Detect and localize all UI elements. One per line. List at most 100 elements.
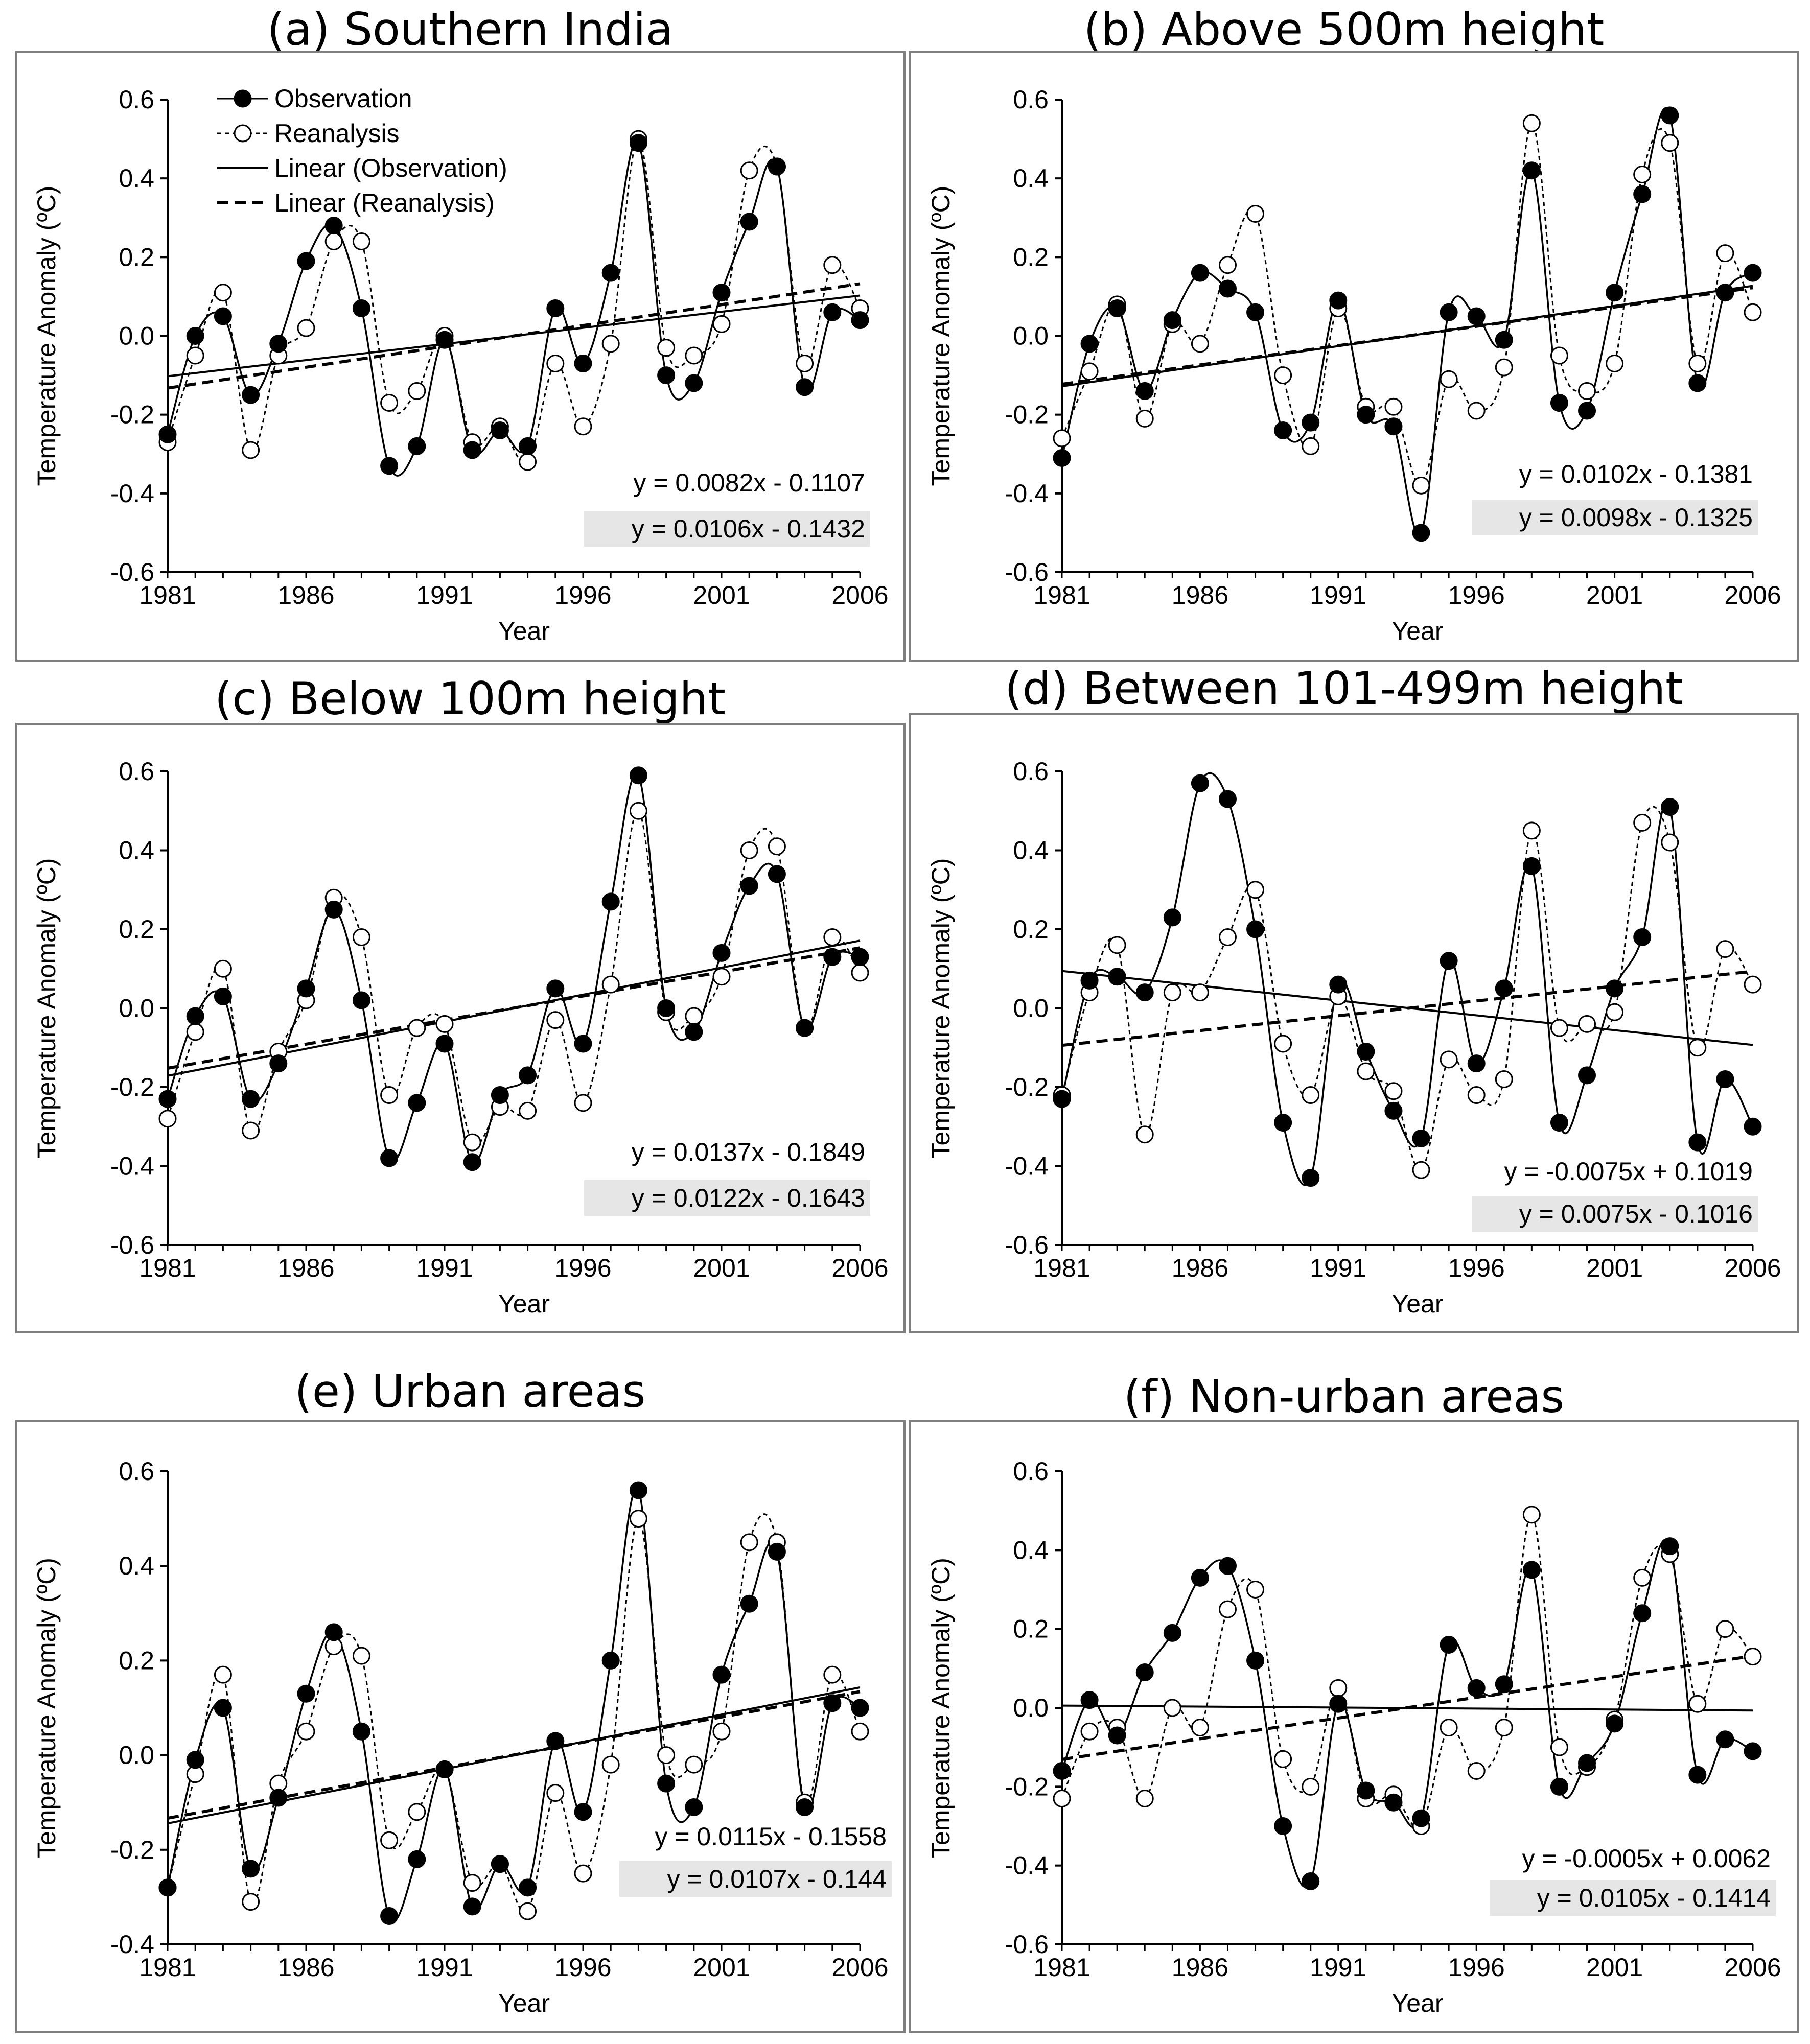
observation-point: [242, 1860, 260, 1878]
y-tick-label: 0.2: [1013, 243, 1049, 271]
reanalysis-point: [1440, 1719, 1458, 1737]
y-tick-label: 0.6: [119, 757, 154, 786]
reanalysis-point: [1135, 1125, 1154, 1144]
observation-point: [463, 441, 481, 459]
x-tick-label: 2006: [831, 1953, 888, 1982]
y-tick-label: 0.0: [119, 1741, 154, 1770]
reanalysis-point: [408, 1019, 426, 1037]
observation-point: [1550, 394, 1568, 412]
reanalysis-point: [214, 284, 232, 302]
y-tick-label: 0.4: [1013, 836, 1049, 865]
reanalysis-point: [1163, 983, 1181, 1002]
observation-point: [1440, 303, 1458, 321]
y-axis-label: Temperature Anomaly (ºC): [32, 1558, 61, 1858]
reanalysis-point: [601, 335, 620, 353]
observation-point: [269, 1054, 288, 1073]
reanalysis-point: [1274, 1750, 1292, 1768]
y-tick-label: -0.2: [110, 1073, 154, 1101]
reanalysis-point: [1522, 821, 1541, 840]
y-tick-label: -0.6: [1005, 1231, 1049, 1259]
y-tick-label: 0.2: [1013, 1615, 1049, 1643]
observation-point: [685, 1023, 703, 1041]
reanalysis-point: [1218, 1600, 1237, 1618]
observation-point: [1744, 264, 1762, 282]
observation-point: [269, 335, 288, 353]
panel-e-title: (e) Urban areas: [294, 1365, 646, 1418]
x-axis-label: Year: [1391, 1989, 1443, 2017]
y-tick-label: 0.0: [1013, 1694, 1049, 1722]
observation-point: [297, 979, 315, 998]
observation-point: [1274, 1817, 1292, 1835]
reanalysis-point: [796, 354, 814, 372]
observation-point: [1329, 975, 1348, 994]
reanalysis-point: [712, 315, 731, 333]
observation-point: [1578, 1754, 1596, 1772]
observation-point: [1108, 299, 1126, 318]
reanalysis-point: [1274, 1035, 1292, 1053]
observation-point: [601, 264, 620, 282]
observation-point: [601, 892, 620, 911]
x-tick-label: 1996: [554, 1953, 611, 1982]
x-tick-label: 2001: [1586, 1254, 1643, 1282]
observation-point: [380, 1149, 399, 1167]
reanalysis-point: [1218, 928, 1237, 946]
observation-point: [546, 299, 565, 318]
legend-label: Reanalysis: [274, 119, 400, 148]
y-tick-label: 0.4: [1013, 164, 1049, 193]
observation-point: [796, 1019, 814, 1037]
observation-point: [352, 299, 370, 318]
observation-point: [242, 386, 260, 404]
reanalysis-point: [601, 1755, 620, 1774]
reanalysis-point: [629, 1510, 647, 1528]
reanalysis-point: [214, 959, 232, 978]
reanalysis-point: [1191, 1719, 1209, 1737]
observation-point: [269, 1789, 288, 1807]
reanalysis-point: [1302, 437, 1320, 455]
observation-point: [1578, 402, 1596, 420]
observation-point: [851, 948, 869, 966]
observation-point: [491, 421, 509, 439]
legend-label: Linear (Reanalysis): [274, 189, 495, 217]
observation-point: [768, 157, 786, 176]
reanalysis-point: [1440, 1050, 1458, 1069]
observation-point: [1495, 1675, 1513, 1694]
reanalysis-point: [1246, 881, 1265, 899]
reanalysis-point: [1744, 303, 1762, 321]
observation-point: [408, 1094, 426, 1112]
observation-point: [1661, 798, 1679, 816]
reanalysis-point: [1384, 397, 1403, 416]
observation-point: [1467, 307, 1486, 325]
reanalysis-point: [1633, 813, 1652, 832]
panel-d-plot: -0.6 -0.4 -0.2 0.0 0.2 0.4 0.6 1981 1986 1991 1996…: [926, 757, 1781, 1318]
y-axis-label: Temperature Anomaly (ºC): [32, 186, 61, 486]
reanalysis-point: [685, 1755, 703, 1774]
panel-f-frame: [909, 1420, 1799, 2033]
y-tick-label: -0.2: [1005, 401, 1049, 429]
observation-point: [740, 877, 758, 895]
reanalysis-point: [463, 1133, 481, 1152]
x-tick-label: 1986: [1172, 1953, 1228, 1982]
reanalysis-point: [1661, 134, 1679, 152]
series-line-reanalysis: [167, 1513, 861, 1914]
y-axis-label: Temperature Anomaly (ºC): [926, 1558, 955, 1858]
reanalysis-point: [740, 161, 758, 180]
reanalysis-point: [1716, 244, 1734, 263]
observation-point: [1467, 1679, 1486, 1697]
reanalysis-point: [712, 968, 731, 986]
observation-point: [1274, 421, 1292, 439]
reanalysis-point: [1606, 1003, 1624, 1021]
observation-point: [1218, 790, 1237, 808]
equation-observation: y = -0.0005x + 0.0062: [1522, 1844, 1771, 1873]
y-tick-label: -0.4: [1005, 1152, 1049, 1181]
series-line-observation: [1061, 772, 1754, 1186]
observation-point: [1135, 1663, 1154, 1682]
panel-e-plot: -0.4 -0.2 0.0 0.2 0.4 0.6 1981 1986 1991 1996 2001…: [32, 1457, 892, 2017]
reanalysis-point: [297, 319, 315, 337]
y-tick-label: 0.0: [1013, 322, 1049, 350]
observation-point: [1578, 1066, 1596, 1085]
y-tick-label: -0.4: [110, 1930, 154, 1959]
observation-point: [1163, 1624, 1181, 1642]
y-tick-label: -0.4: [1005, 479, 1049, 508]
y-tick-label: -0.6: [110, 558, 154, 586]
y-tick-label: -0.2: [1005, 1772, 1049, 1801]
